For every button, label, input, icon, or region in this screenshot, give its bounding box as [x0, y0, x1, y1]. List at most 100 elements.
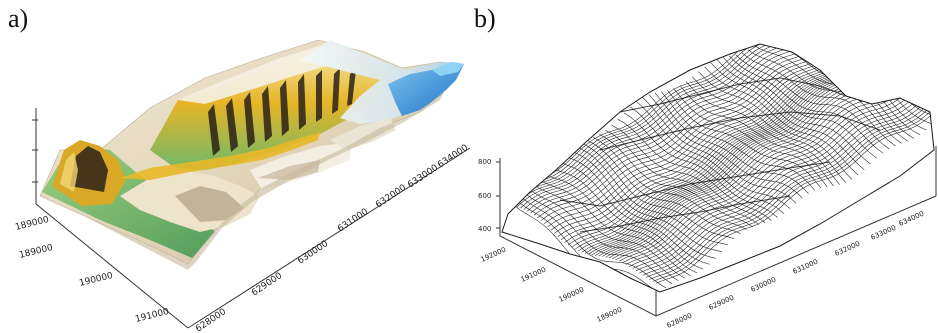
mesh-line-cross: [884, 44, 934, 57]
mesh-line-cross: [822, 44, 934, 94]
mesh-line-long: [635, 93, 925, 271]
a-x-tick-5: 633000: [406, 163, 440, 191]
mesh-line-cross: [654, 92, 809, 194]
mesh-line-cross: [722, 57, 877, 159]
b-y-tick-2: 190000: [558, 286, 586, 304]
b-x-tick-6: 634000: [898, 210, 926, 228]
mesh-line-cross: [586, 139, 741, 234]
b-z-tick-2: 400: [478, 225, 491, 233]
a-x-tick-2: 630000: [296, 239, 330, 267]
mesh-line-long: [581, 59, 870, 253]
mesh-line-long: [506, 44, 795, 205]
mesh-line-long: [591, 61, 880, 256]
mesh-line-long: [503, 44, 792, 204]
mesh-line-cross: [710, 62, 865, 171]
mesh-line-cross: [716, 59, 871, 165]
mesh-line-long: [639, 95, 928, 274]
mesh-line-long: [564, 58, 853, 243]
terrain-render-a: [32, 39, 471, 329]
a-y-tick-2: 191000: [134, 307, 170, 325]
b-x-tick-1: 629000: [708, 294, 736, 312]
mesh-line-cross: [518, 187, 673, 285]
mesh-line-cross: [636, 101, 791, 209]
mesh-line-long: [510, 44, 799, 206]
mesh-line-long: [533, 48, 823, 216]
mesh-line-cross: [630, 106, 784, 214]
a-x-tick-6: 634000: [436, 143, 470, 171]
mesh-line-long: [612, 74, 901, 260]
b-y-tick-0: 192000: [480, 246, 508, 264]
mesh-line-cross: [605, 129, 760, 225]
mesh-line-cross: [865, 44, 934, 68]
mesh-line-cross: [512, 188, 667, 289]
x-axis-line-a: [187, 147, 471, 329]
mesh-line-cross: [840, 44, 934, 87]
mesh-line-long: [557, 58, 846, 237]
a-y-tick-1: 190000: [78, 271, 114, 289]
mesh-line-cross: [816, 44, 934, 95]
mesh-line-cross: [909, 44, 934, 50]
mesh-line-cross: [828, 44, 934, 92]
mesh-line-cross: [568, 149, 722, 252]
mesh-line-long: [632, 90, 921, 269]
mesh-line-cross: [691, 76, 847, 183]
mesh-line-cross: [524, 185, 679, 281]
mesh-line-cross: [729, 55, 884, 154]
a-x-tick-4: 632000: [374, 183, 408, 211]
mesh-line-cross: [599, 134, 753, 228]
mesh-line-cross: [896, 44, 934, 54]
mesh-line-long: [571, 59, 860, 248]
mesh-line-cross: [617, 119, 772, 221]
mesh-line-long: [608, 71, 897, 259]
mesh-line-cross: [685, 81, 840, 185]
mesh-line-cross: [890, 44, 934, 56]
mesh-line-cross: [574, 145, 729, 246]
mesh-line-cross: [871, 44, 934, 63]
mesh-line-long: [578, 59, 867, 252]
y-axis-line-a: [35, 203, 189, 329]
mesh-line-cross: [537, 178, 691, 277]
wireframe-mesh-b: [496, 0, 938, 317]
mesh-line-cross: [915, 44, 934, 46]
mesh-line-long: [588, 60, 877, 255]
b-z-tick-0: 800: [478, 158, 491, 166]
mesh-line-cross: [859, 44, 934, 73]
mesh-line-cross: [642, 97, 797, 204]
mesh-line-long: [537, 50, 826, 219]
mesh-line-long: [595, 63, 884, 256]
mesh-line-cross: [667, 90, 822, 189]
mesh-line-cross: [698, 71, 853, 180]
mesh-line-cross: [754, 45, 908, 142]
mesh-line-cross: [922, 0, 938, 41]
mesh-line-cross: [877, 44, 934, 60]
mesh-line-long: [540, 52, 829, 221]
panel-label-b: b): [474, 4, 496, 33]
mesh-line-cross: [679, 85, 834, 187]
a-y-tick-0: 189000: [14, 215, 50, 233]
mesh-line-cross: [741, 52, 896, 147]
mesh-line-long: [642, 97, 931, 276]
mesh-line-cross: [847, 44, 934, 83]
mesh-line-cross: [673, 88, 828, 187]
mesh-line-cross: [592, 137, 747, 230]
mesh-line-long: [527, 44, 816, 212]
mesh-line-cross: [555, 160, 710, 265]
mesh-line-long: [601, 67, 891, 257]
mesh-line-cross: [530, 182, 685, 279]
b-x-tick-2: 630000: [750, 276, 778, 294]
a-x-tick-3: 631000: [336, 207, 370, 235]
mesh-line-long: [561, 58, 850, 240]
b-x-tick-4: 632000: [834, 240, 862, 258]
mesh-line-cross: [549, 167, 704, 270]
mesh-line-cross: [853, 44, 934, 78]
mesh-line-cross: [623, 112, 778, 218]
mesh-line-long: [574, 59, 863, 250]
mesh-line-cross: [834, 44, 934, 90]
mesh-line-cross: [648, 94, 803, 199]
panel-label-a: a): [8, 4, 29, 33]
a-x-tick-0: 628000: [194, 307, 228, 333]
a-y-tick-3: 189000: [18, 243, 54, 261]
b-x-tick-5: 633000: [870, 224, 898, 242]
b-z-tick-1: 600: [478, 192, 491, 200]
